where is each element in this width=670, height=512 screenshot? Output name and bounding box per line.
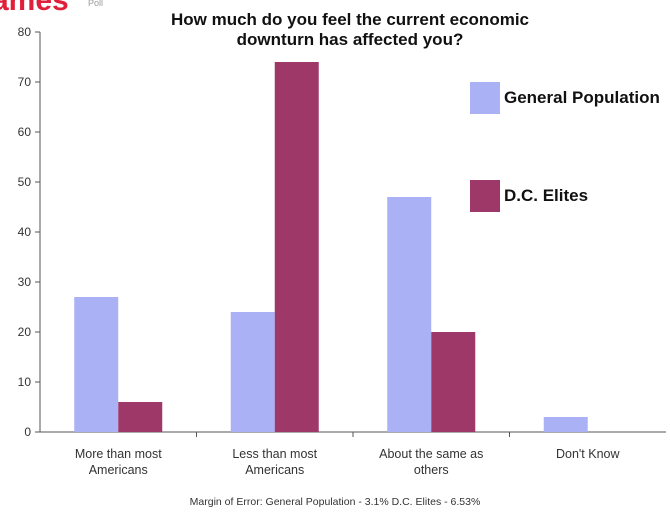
bar-general-population-3 <box>543 417 588 432</box>
y-tick-label-40: 40 <box>18 225 32 239</box>
legend-label-general-population: General Population <box>504 88 660 107</box>
x-tick-label-0-line-0: More than most <box>75 447 162 461</box>
y-tick-label-30: 30 <box>18 275 32 289</box>
x-tick-label-1-line-1: Americans <box>245 463 304 477</box>
legend-item-general-population: General Population <box>470 82 660 118</box>
y-tick-label-80: 80 <box>18 25 32 39</box>
legend-swatch-dc-elites <box>470 180 500 212</box>
legend-item-dc-elites: D.C. Elites <box>470 180 588 216</box>
y-tick-label-10: 10 <box>18 375 32 389</box>
legend-label-dc-elites: D.C. Elites <box>504 186 589 205</box>
y-tick-label-50: 50 <box>18 175 32 189</box>
y-tick-label-60: 60 <box>18 125 32 139</box>
brand-logo: ames <box>0 0 69 16</box>
x-tick-label-0-line-1: Americans <box>89 463 148 477</box>
brand-subtitle: Poll <box>88 0 104 8</box>
x-tick-label-2-line-0: About the same as <box>379 447 483 461</box>
y-tick-label-70: 70 <box>18 75 32 89</box>
bar-general-population-1 <box>230 312 275 432</box>
x-tick-label-2-line-1: others <box>414 463 449 477</box>
legend-swatch-general-population <box>470 82 500 114</box>
bar-d-c-elites-2 <box>431 332 476 432</box>
bar-d-c-elites-1 <box>274 62 319 432</box>
brand-name: ames <box>0 0 69 17</box>
bar-d-c-elites-0 <box>118 402 163 432</box>
y-tick-label-0: 0 <box>24 425 31 439</box>
y-tick-label-20: 20 <box>18 325 32 339</box>
bar-general-population-2 <box>387 197 432 432</box>
chart-title: How much do you feel the current economi… <box>171 10 529 49</box>
bar-general-population-0 <box>74 297 119 432</box>
chart-footnote: Margin of Error: General Population - 3.… <box>189 496 481 508</box>
x-tick-label-3-line-0: Don't Know <box>556 447 621 461</box>
x-tick-label-1-line-0: Less than most <box>232 447 317 461</box>
